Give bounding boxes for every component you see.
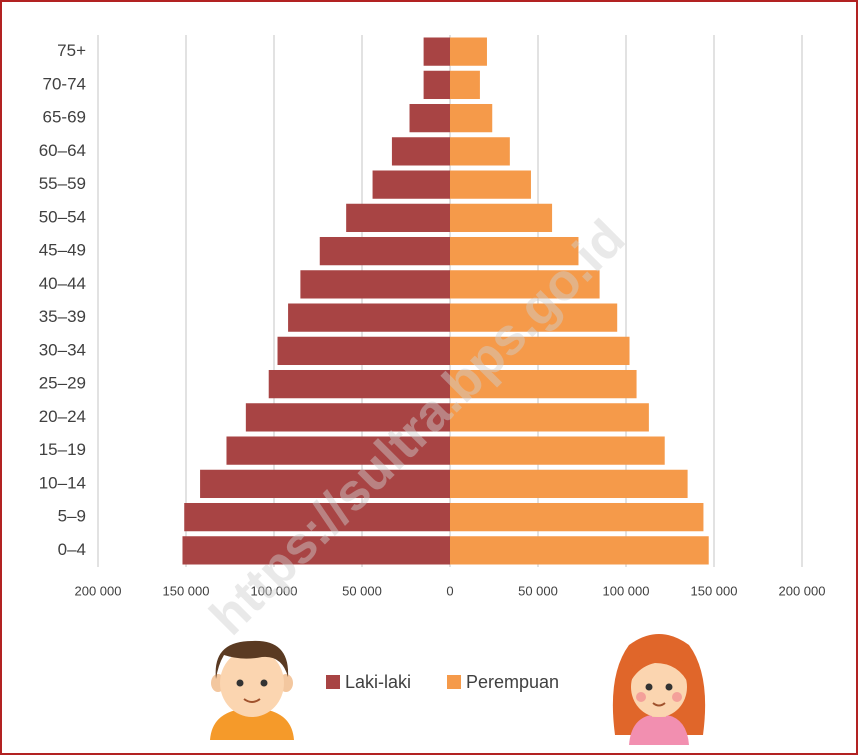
y-tick-label: 15–19 — [39, 440, 86, 459]
bar — [319, 236, 450, 266]
bar — [372, 170, 450, 199]
x-tick-label: 100 000 — [603, 583, 650, 598]
y-tick-label: 75+ — [57, 41, 86, 60]
y-tick-label: 40–44 — [39, 274, 86, 293]
boy-icon — [210, 640, 294, 740]
x-tick-label: 100 000 — [251, 583, 298, 598]
bar — [450, 37, 487, 66]
bar — [450, 536, 709, 565]
bar — [268, 369, 450, 399]
girl-icon — [612, 634, 706, 745]
bar — [450, 236, 579, 266]
bar — [450, 303, 618, 332]
bar — [450, 436, 665, 465]
bar — [277, 336, 450, 366]
bar — [423, 37, 450, 66]
x-tick-label: 50 000 — [342, 583, 382, 598]
legend-label: Perempuan — [466, 672, 559, 692]
x-tick-label: 150 000 — [691, 583, 738, 598]
y-tick-label: 60–64 — [39, 141, 86, 160]
y-tick-label: 20–24 — [39, 407, 86, 426]
bar — [450, 369, 637, 399]
bar — [245, 403, 450, 432]
bar — [450, 203, 553, 233]
bar — [226, 436, 450, 465]
y-tick-label: 0–4 — [58, 540, 86, 559]
bars — [182, 37, 709, 565]
x-tick-label: 200 000 — [75, 583, 122, 598]
bar — [450, 469, 688, 499]
legend-swatch — [326, 675, 340, 689]
y-tick-label: 65-69 — [43, 108, 86, 127]
y-tick-label: 50–54 — [39, 207, 86, 226]
labels: 200 000 150 000 100 000 50 000 0 50 000 100 00… — [39, 41, 826, 598]
legend-label: Laki-laki — [345, 672, 411, 692]
bar — [450, 336, 630, 366]
y-tick-label: 25–29 — [39, 374, 86, 393]
x-tick-label: 200 000 — [779, 583, 826, 598]
x-tick-label: 150 000 — [163, 583, 210, 598]
bar — [346, 203, 450, 233]
legend-swatch — [447, 675, 461, 689]
bar — [450, 502, 704, 532]
bar — [409, 103, 450, 133]
x-tick-label: 50 000 — [518, 583, 558, 598]
y-tick-label: 30–34 — [39, 340, 86, 359]
bar — [200, 469, 450, 499]
bar — [423, 70, 450, 100]
legend: Laki-laki Perempuan — [326, 672, 559, 692]
y-tick-label: 55–59 — [39, 174, 86, 193]
bar — [450, 170, 531, 199]
y-tick-label: 35–39 — [39, 307, 86, 326]
y-tick-label: 70-74 — [43, 74, 86, 93]
bar — [450, 403, 649, 432]
bar — [450, 103, 493, 133]
bar — [450, 70, 480, 100]
y-tick-label: 5–9 — [58, 507, 86, 526]
bar — [288, 303, 450, 332]
y-tick-label: 45–49 — [39, 241, 86, 260]
bar — [184, 502, 451, 532]
bar — [182, 536, 451, 565]
bar — [450, 137, 510, 166]
bar — [300, 270, 450, 299]
y-tick-label: 10–14 — [39, 473, 86, 492]
bar — [391, 137, 450, 166]
x-tick-label: 0 — [446, 583, 453, 598]
bar — [450, 270, 600, 299]
